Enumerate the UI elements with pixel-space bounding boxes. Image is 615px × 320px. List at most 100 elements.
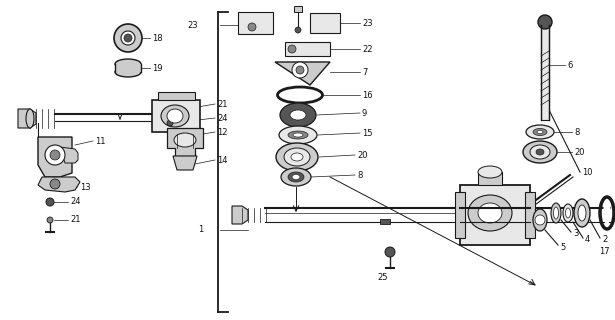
Text: 22: 22 (362, 44, 373, 53)
Ellipse shape (478, 203, 502, 223)
Circle shape (50, 179, 60, 189)
Ellipse shape (530, 145, 550, 159)
Polygon shape (478, 172, 502, 185)
Ellipse shape (291, 153, 303, 161)
Circle shape (124, 34, 132, 42)
Polygon shape (460, 185, 530, 245)
Bar (310, 13, 340, 33)
Text: 2: 2 (602, 236, 607, 244)
Ellipse shape (284, 90, 316, 100)
Text: 24: 24 (217, 114, 228, 123)
Ellipse shape (161, 105, 189, 127)
Text: 6: 6 (567, 60, 573, 69)
Ellipse shape (288, 131, 308, 139)
Ellipse shape (280, 103, 316, 127)
Ellipse shape (290, 110, 306, 120)
Ellipse shape (279, 126, 317, 144)
Circle shape (167, 120, 173, 126)
Ellipse shape (533, 129, 547, 135)
Ellipse shape (523, 141, 557, 163)
Text: 17: 17 (598, 247, 609, 257)
Text: 24: 24 (70, 197, 81, 206)
Ellipse shape (115, 59, 141, 69)
Circle shape (295, 27, 301, 33)
Polygon shape (152, 100, 200, 132)
Ellipse shape (281, 168, 311, 186)
Text: 16: 16 (362, 91, 373, 100)
Bar (541, 25, 549, 120)
Ellipse shape (533, 209, 547, 231)
Polygon shape (60, 147, 78, 163)
Polygon shape (525, 192, 535, 238)
Ellipse shape (537, 131, 543, 133)
Ellipse shape (603, 202, 611, 224)
Text: 7: 7 (362, 68, 367, 76)
Polygon shape (173, 156, 197, 170)
Circle shape (114, 24, 142, 52)
Ellipse shape (578, 205, 586, 221)
Text: 13: 13 (80, 182, 90, 191)
Text: 8: 8 (574, 127, 579, 137)
Text: 14: 14 (217, 156, 228, 164)
Circle shape (538, 15, 552, 29)
Text: 25: 25 (378, 274, 388, 283)
Bar (380, 219, 390, 224)
Circle shape (45, 145, 65, 165)
Text: 9: 9 (362, 108, 367, 117)
Ellipse shape (284, 148, 310, 166)
Text: 23: 23 (188, 20, 198, 29)
Bar (115, 64, 141, 72)
Ellipse shape (276, 143, 318, 171)
Ellipse shape (115, 67, 141, 77)
Text: 11: 11 (95, 137, 106, 146)
Polygon shape (167, 128, 203, 156)
Ellipse shape (574, 199, 590, 227)
Circle shape (385, 247, 395, 257)
Polygon shape (455, 192, 465, 238)
Ellipse shape (478, 166, 502, 178)
Text: 12: 12 (217, 127, 228, 137)
Polygon shape (275, 62, 330, 85)
Circle shape (248, 23, 256, 31)
Circle shape (292, 62, 308, 78)
Text: 21: 21 (217, 100, 228, 108)
Polygon shape (38, 137, 72, 177)
Text: 21: 21 (70, 215, 81, 225)
Bar (285, 42, 330, 56)
Ellipse shape (293, 133, 303, 137)
Circle shape (296, 66, 304, 74)
Text: 1: 1 (198, 226, 203, 235)
Ellipse shape (167, 109, 183, 123)
Text: 3: 3 (573, 229, 578, 238)
Circle shape (288, 45, 296, 53)
Text: 10: 10 (582, 167, 592, 177)
Polygon shape (18, 109, 36, 128)
Ellipse shape (551, 203, 561, 223)
Polygon shape (158, 92, 195, 100)
Text: 5: 5 (560, 244, 565, 252)
Ellipse shape (292, 174, 300, 180)
Text: 20: 20 (357, 150, 368, 159)
Ellipse shape (468, 195, 512, 231)
Circle shape (121, 31, 135, 45)
Ellipse shape (536, 149, 544, 155)
Text: 20: 20 (574, 148, 584, 156)
Circle shape (165, 108, 169, 112)
Ellipse shape (554, 207, 558, 219)
Text: 23: 23 (362, 19, 373, 28)
Ellipse shape (563, 204, 573, 222)
Bar (238, 12, 273, 34)
Ellipse shape (566, 208, 571, 218)
Polygon shape (232, 206, 248, 224)
Polygon shape (38, 177, 80, 192)
Ellipse shape (26, 109, 34, 128)
Circle shape (46, 198, 54, 206)
Ellipse shape (526, 125, 554, 139)
Text: 18: 18 (152, 34, 162, 43)
Ellipse shape (174, 133, 196, 147)
Text: 19: 19 (152, 63, 162, 73)
Bar (294, 6, 302, 12)
Ellipse shape (288, 172, 304, 182)
Circle shape (50, 150, 60, 160)
Circle shape (535, 215, 545, 225)
